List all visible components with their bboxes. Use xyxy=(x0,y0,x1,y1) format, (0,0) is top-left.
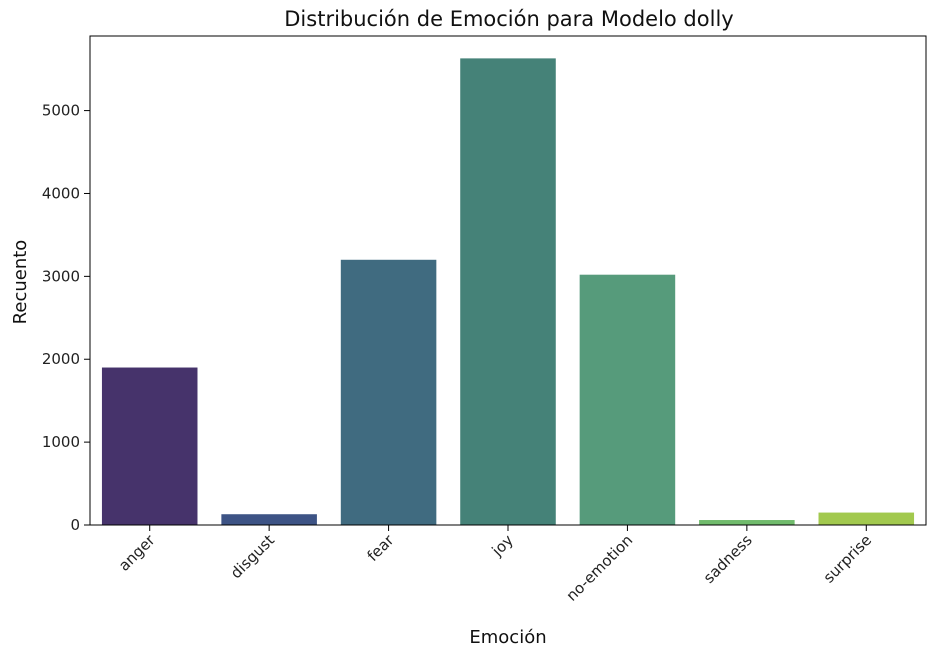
chart-title: Distribución de Emoción para Modelo doll… xyxy=(284,7,733,31)
x-axis: anger disgust fear joy no-emotion sadness surp… xyxy=(115,525,875,605)
x-axis-title: Emoción xyxy=(469,627,546,648)
x-tick-label: no-emotion xyxy=(563,531,637,605)
y-tick-label: 4000 xyxy=(42,184,80,202)
y-tick-label: 3000 xyxy=(42,267,80,285)
x-tick-label: disgust xyxy=(227,531,278,582)
bar-surprise xyxy=(818,512,915,525)
y-tick-label: 0 xyxy=(70,516,80,534)
x-tick-label: fear xyxy=(364,531,398,565)
y-tick-label: 1000 xyxy=(42,433,80,451)
bar-fear xyxy=(340,259,437,525)
x-tick-label: joy xyxy=(488,531,517,560)
y-axis: 0 1000 2000 3000 4000 5000 xyxy=(42,102,90,534)
bars-group xyxy=(101,58,915,526)
x-tick-label: sadness xyxy=(700,531,756,587)
y-axis-title: Recuento xyxy=(10,240,31,325)
x-tick-label: surprise xyxy=(820,531,875,586)
bar-joy xyxy=(460,58,556,526)
bar-disgust xyxy=(221,514,317,525)
x-tick-label: anger xyxy=(115,531,159,575)
bar-sadness xyxy=(699,520,795,525)
y-tick-label: 5000 xyxy=(42,102,80,120)
bar-anger xyxy=(101,367,198,525)
bar-no-emotion xyxy=(579,274,676,525)
plot-frame xyxy=(89,35,927,526)
y-tick-label: 2000 xyxy=(42,350,80,368)
